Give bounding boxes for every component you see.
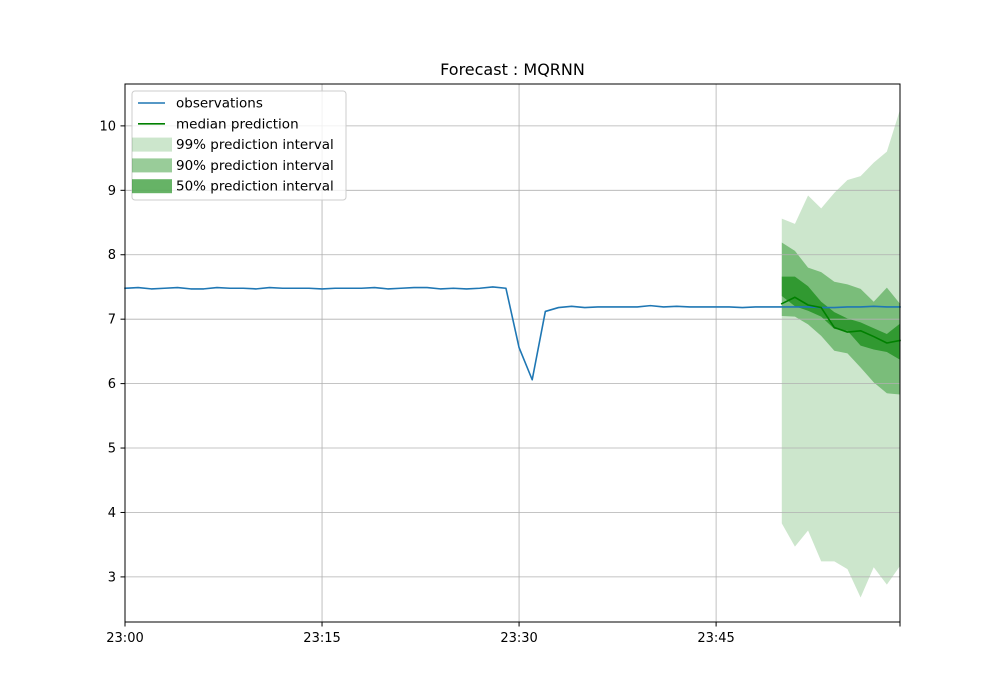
chart-title: Forecast : MQRNN	[440, 60, 585, 79]
series-lines	[124, 286, 901, 381]
prediction-interval-bands	[781, 109, 900, 598]
y-tick-label: 7	[108, 313, 116, 328]
legend-swatch-99pct-prediction-interval	[132, 137, 172, 152]
legend-label-observations: observations	[176, 96, 263, 112]
x-axis: 23:00 23:15 23:30 23:45	[106, 622, 901, 646]
observations-line	[124, 286, 901, 381]
y-tick-label: 10	[99, 119, 116, 134]
prediction-band-50-pct	[781, 276, 900, 360]
x-tick-label: 23:45	[697, 631, 734, 646]
y-tick-label: 9	[108, 184, 116, 199]
y-tick-label: 3	[108, 570, 116, 585]
y-tick-label: 4	[108, 506, 116, 521]
median-prediction-line	[780, 296, 901, 344]
legend-swatch-50pct-prediction-interval	[132, 179, 172, 194]
legend: observations median prediction 99% predict…	[131, 90, 347, 201]
legend-label-50pct-prediction-interval: 50% prediction interval	[176, 179, 334, 195]
x-tick-label: 23:00	[106, 631, 143, 646]
y-axis: 3 4 5 6 7 8 9 10	[99, 119, 125, 585]
legend-label-90pct-prediction-interval: 90% prediction interval	[176, 158, 334, 174]
legend-label-median-prediction: median prediction	[176, 116, 299, 132]
legend-box	[131, 90, 347, 201]
y-tick-label: 8	[108, 248, 116, 263]
y-tick-label: 5	[108, 442, 116, 457]
legend-label-99pct-prediction-interval: 99% prediction interval	[176, 137, 334, 153]
axes-frame	[124, 83, 901, 623]
legend-swatch-90pct-prediction-interval	[132, 158, 172, 173]
y-tick-label: 6	[108, 377, 116, 392]
x-tick-label: 23:15	[303, 631, 340, 646]
prediction-band-99-pct	[781, 109, 900, 598]
x-tick-label: 23:30	[500, 631, 537, 646]
